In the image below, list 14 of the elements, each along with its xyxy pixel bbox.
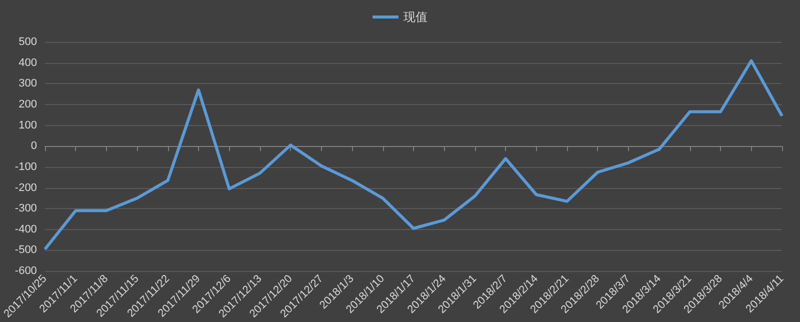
- y-tick-label: 100: [18, 119, 37, 132]
- legend-label: 现值: [404, 10, 428, 24]
- y-tick-label: 300: [18, 78, 37, 90]
- y-tick-label: -500: [14, 244, 37, 256]
- y-tick-label: 0: [30, 140, 37, 152]
- y-tick-label: -400: [14, 223, 37, 236]
- y-tick-label: -200: [14, 182, 37, 194]
- line-series: [43, 59, 784, 251]
- y-tick-label: 500: [18, 36, 37, 48]
- y-tick-label: 200: [18, 98, 37, 110]
- y-tick-label: -300: [14, 202, 37, 215]
- y-tick-label: 400: [18, 56, 37, 69]
- y-tick-label: -100: [14, 160, 37, 173]
- y-tick-label: -600: [14, 265, 37, 278]
